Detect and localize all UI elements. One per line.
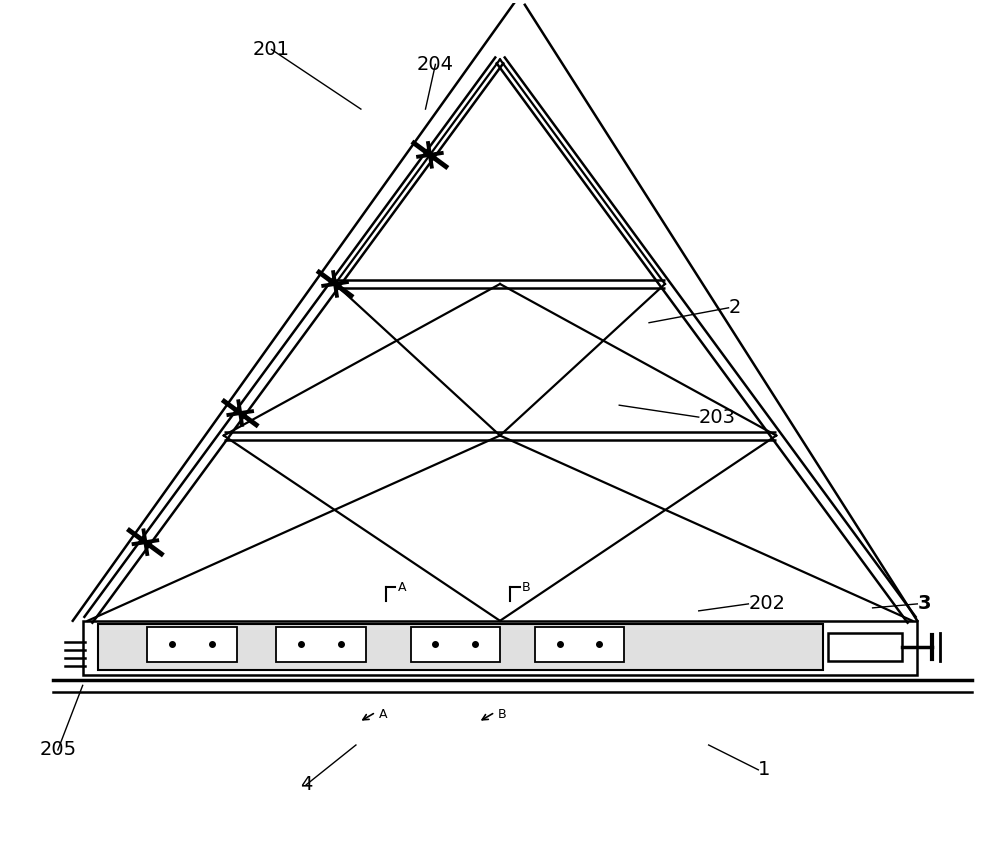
Text: B: B	[522, 581, 530, 594]
Text: 203: 203	[699, 407, 736, 427]
Bar	[83, 621, 917, 675]
Text: 202: 202	[748, 595, 785, 613]
Bar	[535, 627, 624, 662]
Text: A: A	[379, 707, 387, 720]
Bar	[276, 627, 366, 662]
Bar	[411, 627, 500, 662]
Text: 4: 4	[300, 775, 312, 794]
Text: 2: 2	[729, 298, 741, 317]
Bar	[98, 623, 823, 670]
Text: B: B	[498, 707, 507, 720]
Bar	[147, 627, 237, 662]
Text: 205: 205	[39, 740, 76, 759]
Text: 201: 201	[253, 40, 290, 59]
Text: 204: 204	[417, 55, 454, 74]
Text: 1: 1	[758, 760, 771, 779]
Bar	[828, 633, 902, 661]
Text: A: A	[398, 581, 406, 594]
Text: 3: 3	[917, 595, 931, 613]
